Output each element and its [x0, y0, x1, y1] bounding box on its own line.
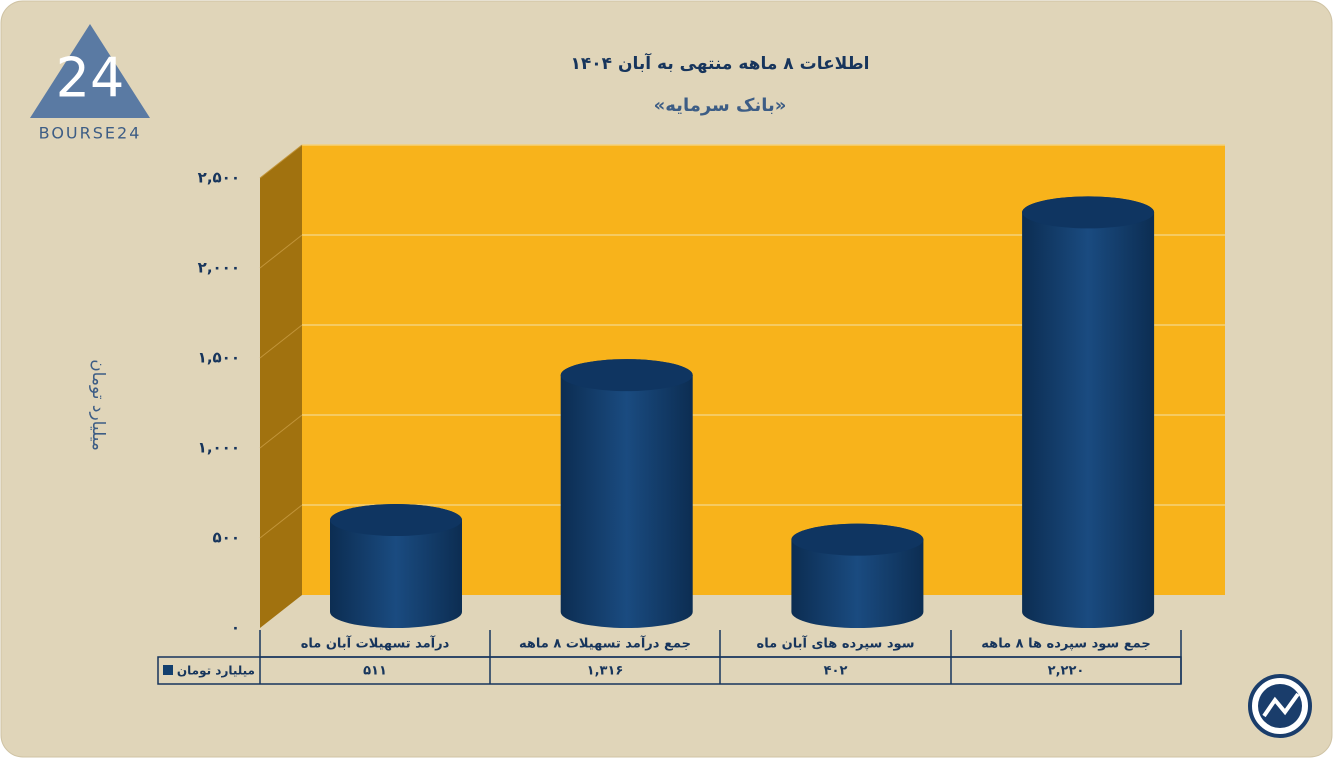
logo-text: BOURSE24	[39, 124, 142, 143]
back-wall	[302, 145, 1225, 595]
bar-top	[791, 523, 924, 556]
bar-top	[560, 359, 693, 392]
y-tick-label: ۵۰۰	[213, 529, 240, 547]
y-tick-label: ۲,۵۰۰	[198, 169, 240, 187]
logo: 24 BOURSE24	[30, 24, 150, 143]
bar	[560, 359, 693, 628]
x-tick-label: درآمد تسهیلات آبان ماه	[301, 635, 450, 652]
value-label: ۴۰۲	[824, 664, 848, 679]
y-tick-label: ۱,۰۰۰	[198, 439, 240, 457]
bar-top	[1022, 196, 1155, 229]
legend-swatch	[163, 665, 173, 675]
y-tick-label: ۱,۵۰۰	[198, 349, 240, 367]
grid-line-side	[259, 414, 303, 449]
x-tick-label: جمع درآمد تسهیلات ۸ ماهه	[519, 635, 691, 652]
y-tick-label: ۲,۰۰۰	[198, 259, 240, 277]
bar	[330, 504, 462, 628]
value-label: ۲,۲۲۰	[1048, 664, 1085, 679]
icon	[1248, 674, 1312, 738]
y-tick-label: ۰	[231, 619, 240, 637]
value-label: ۵۱۱	[363, 664, 387, 679]
legend-label: میلیارد تومان	[177, 664, 255, 679]
y-axis-label: میلیارد تومان	[88, 359, 108, 451]
grid-line-side	[259, 144, 303, 179]
bar	[1022, 196, 1155, 628]
chart-subtitle: «بانک سرمایه»	[654, 95, 787, 116]
x-tick-label: جمع سود سپرده ها ۸ ماهه	[981, 637, 1150, 652]
bar-top	[330, 504, 462, 537]
value-label: ۱,۳۱۶	[587, 664, 624, 679]
grid-line-side	[259, 324, 303, 359]
side-wall	[260, 145, 302, 628]
chart-title: اطلاعات ۸ ماهه منتهی به آبان ۱۴۰۴	[571, 52, 870, 74]
x-tick-label: سود سپرده های آبان ماه	[757, 635, 915, 652]
grid-line-side	[259, 504, 303, 539]
grid-line-side	[259, 234, 303, 269]
svg-text:24: 24	[56, 47, 125, 110]
